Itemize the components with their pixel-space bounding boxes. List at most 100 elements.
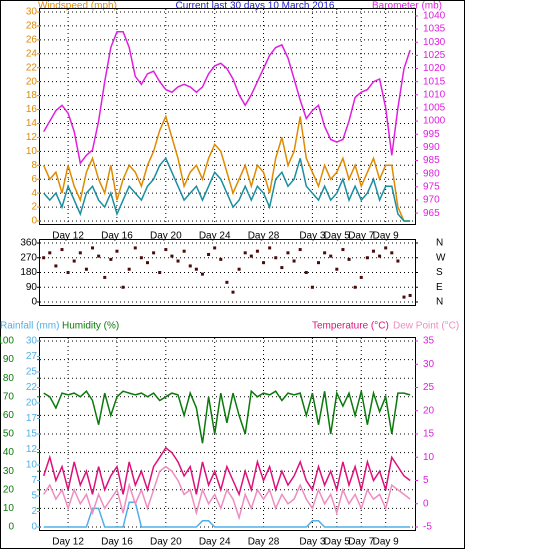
direction-point xyxy=(84,267,88,271)
series-line xyxy=(43,156,411,222)
direction-point xyxy=(378,254,382,258)
y-tick-label: 18 xyxy=(26,90,38,101)
y-tick-label: 30 xyxy=(26,7,38,18)
x-tick-label: Day 28 xyxy=(248,231,280,242)
y-tick-label: 360 xyxy=(20,238,37,249)
y-tick-label: 0 xyxy=(31,216,37,227)
series-line xyxy=(43,389,411,444)
y2-tick-label: -5 xyxy=(423,522,432,533)
y2-tick-label: 1030 xyxy=(423,37,446,48)
plot-frame xyxy=(39,239,416,306)
x-tick-label: Day 28 xyxy=(248,537,280,548)
x-tick-label: Day 16 xyxy=(101,537,133,548)
y-tick-label: 30 xyxy=(3,466,15,477)
y-tick-label: 16 xyxy=(26,104,38,115)
y2-tick-label: E xyxy=(436,282,443,293)
y2-tick-label: 1000 xyxy=(423,116,446,127)
y3-tick-label: 17 xyxy=(26,413,38,424)
direction-point xyxy=(115,249,119,253)
y2-tick-label: W xyxy=(436,252,446,263)
x-tick-label: Day 20 xyxy=(150,537,182,548)
y2-tick-label: 1035 xyxy=(423,24,446,35)
y3-tick-label: 15 xyxy=(26,429,38,440)
series-line xyxy=(42,446,411,497)
y2-tick-label: 1005 xyxy=(423,103,446,114)
plot-frame xyxy=(39,8,416,225)
y3-tick-label: 10 xyxy=(26,460,38,471)
direction-point xyxy=(353,285,357,289)
y3-tick-label: 7 xyxy=(31,475,37,486)
y2-tick-label: 15 xyxy=(423,429,435,440)
y-tick-label: 70 xyxy=(3,391,15,402)
series-line xyxy=(43,465,411,521)
outer-frame xyxy=(0,0,465,549)
y2-tick-label: 975 xyxy=(423,181,440,192)
direction-point xyxy=(194,267,198,271)
direction-point xyxy=(292,259,296,263)
x-tick-label: Day 5 xyxy=(324,231,351,242)
x-tick-label: Day 12 xyxy=(52,537,84,548)
direction-point xyxy=(304,271,308,274)
y3-tick-label: 25 xyxy=(26,367,38,378)
y2-tick-label: 1040 xyxy=(423,11,446,22)
direction-point xyxy=(268,246,272,250)
direction-point xyxy=(182,249,186,253)
direction-point xyxy=(170,254,174,258)
direction-point xyxy=(78,251,82,255)
y-tick-label: 12 xyxy=(26,132,38,143)
direction-point xyxy=(139,256,143,260)
y3-tick-label: 22 xyxy=(26,382,38,393)
y3-tick-label: 2 xyxy=(31,506,37,517)
y2-tick-label: 20 xyxy=(423,405,435,416)
y-tick-label: 0 xyxy=(31,297,37,308)
direction-point xyxy=(371,249,375,253)
y-tick-label: 90 xyxy=(3,354,15,365)
y-tick-label: 8 xyxy=(31,160,37,171)
y-tick-label: 6 xyxy=(31,174,37,185)
barometer-axis-label: Barometer (mb) xyxy=(372,1,442,12)
x-tick-label: Day 9 xyxy=(373,231,400,242)
x-tick-label: Day 3 xyxy=(299,537,326,548)
x-tick-label: Day 12 xyxy=(52,231,84,242)
direction-point xyxy=(225,280,229,284)
direction-point xyxy=(213,246,217,250)
direction-point xyxy=(347,257,351,261)
x-tick-label: Day 9 xyxy=(373,537,400,548)
y-tick-label: 14 xyxy=(26,118,38,129)
y2-tick-label: 985 xyxy=(423,155,440,166)
direction-point xyxy=(66,271,70,274)
y2-tick-label: 1015 xyxy=(423,76,446,87)
direction-point xyxy=(176,259,180,263)
y3-tick-label: 20 xyxy=(26,398,38,409)
y-tick-label: 20 xyxy=(26,76,38,87)
series-label: Temperature (°C) xyxy=(312,321,389,332)
x-tick-label: Day 16 xyxy=(101,231,133,242)
x-tick-label: Day 7 xyxy=(348,231,375,242)
y-tick-label: 60 xyxy=(3,410,15,421)
direction-point xyxy=(72,259,76,263)
y3-tick-label: 5 xyxy=(31,491,37,502)
y-tick-label: 180 xyxy=(20,267,37,278)
y3-tick-label: 27 xyxy=(26,351,38,362)
direction-point xyxy=(121,285,125,289)
direction-point xyxy=(237,267,241,271)
direction-point xyxy=(127,267,131,271)
y-tick-label: 2 xyxy=(31,202,37,213)
direction-point xyxy=(298,248,302,252)
direction-point xyxy=(219,257,223,261)
y2-tick-label: N xyxy=(436,238,443,249)
x-tick-label: Day 20 xyxy=(150,231,182,242)
direction-point xyxy=(42,256,46,260)
direction-point xyxy=(97,254,101,258)
y2-tick-label: 980 xyxy=(423,168,440,179)
series-label: Rainfall (mm) xyxy=(0,321,59,332)
direction-point xyxy=(152,251,156,255)
direction-point xyxy=(335,267,339,271)
y-tick-label: 80 xyxy=(3,373,15,384)
y-tick-label: 26 xyxy=(26,35,38,46)
y-tick-label: 10 xyxy=(26,146,38,157)
direction-point xyxy=(164,248,168,252)
wind-axis-label: Windspeed (mph) xyxy=(38,1,117,12)
y-tick-label: 100 xyxy=(0,336,14,347)
direction-point xyxy=(249,254,253,258)
